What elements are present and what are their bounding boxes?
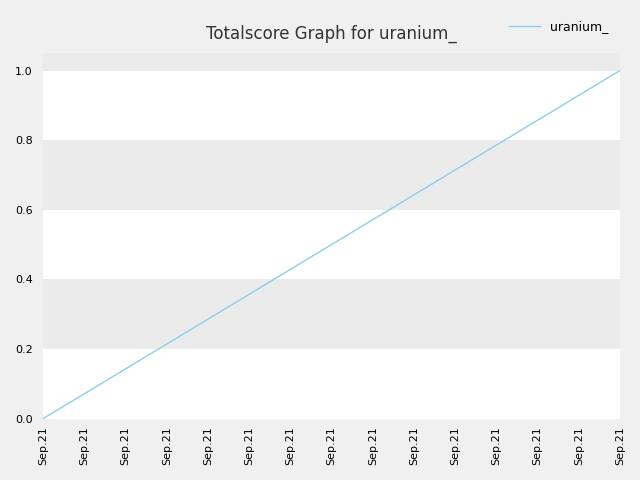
uranium_ xyxy=(163,341,171,347)
uranium_ xyxy=(575,93,582,98)
Bar xyxy=(43,53,620,71)
uranium_ xyxy=(287,266,294,272)
uranium_ xyxy=(328,241,335,247)
Bar xyxy=(43,140,620,210)
uranium_ xyxy=(369,217,376,223)
Bar xyxy=(43,210,620,279)
Bar xyxy=(43,71,620,140)
uranium_ xyxy=(451,167,459,173)
Line: uranium_: uranium_ xyxy=(43,71,620,419)
uranium_ xyxy=(534,117,541,123)
uranium_ xyxy=(410,192,418,198)
Bar xyxy=(43,349,620,419)
uranium_ xyxy=(204,316,212,322)
uranium_ xyxy=(245,291,253,297)
Title: Totalscore Graph for uranium_: Totalscore Graph for uranium_ xyxy=(206,25,457,44)
uranium_ xyxy=(493,142,500,148)
uranium_ xyxy=(616,68,624,73)
Bar xyxy=(43,279,620,349)
uranium_ xyxy=(122,366,129,372)
uranium_ xyxy=(81,391,88,396)
uranium_ xyxy=(39,416,47,421)
Legend: uranium_: uranium_ xyxy=(504,15,614,38)
